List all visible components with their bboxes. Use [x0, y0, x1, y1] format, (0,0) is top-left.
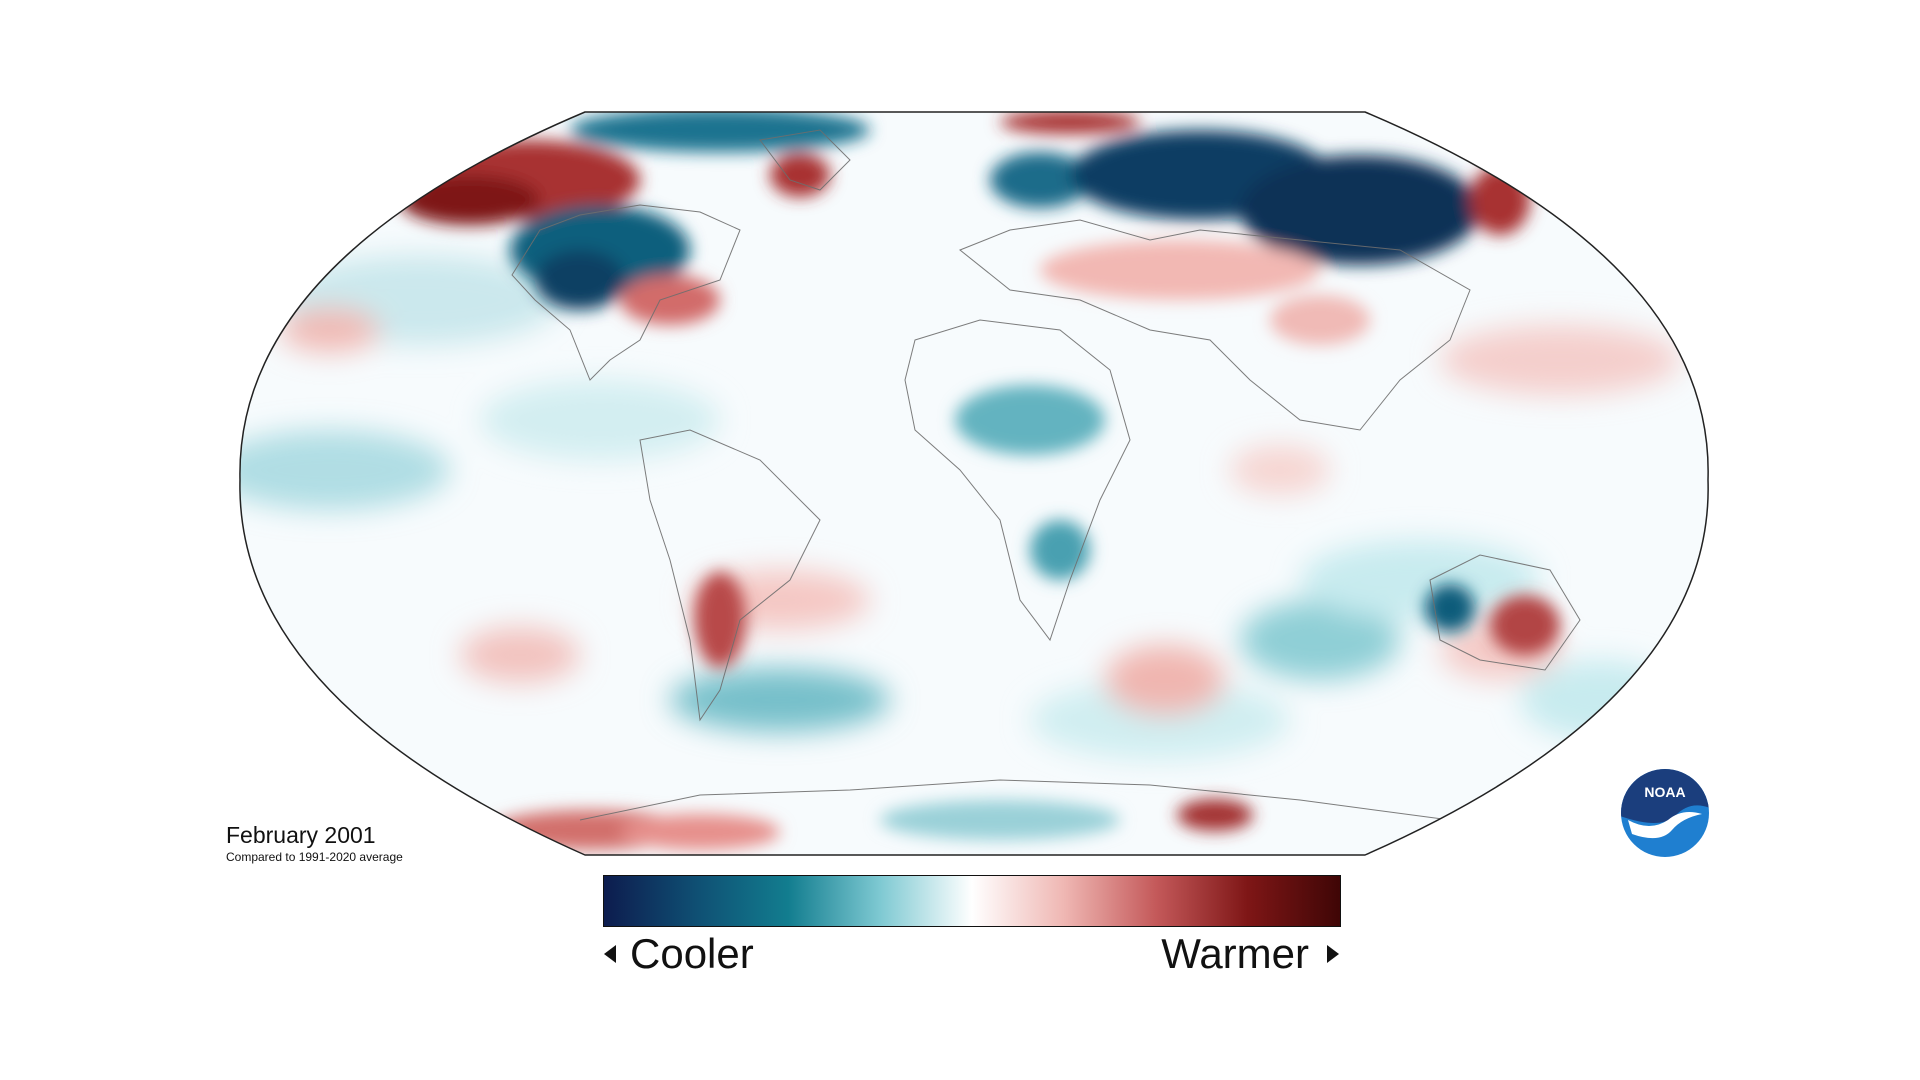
- right-arrow-icon: [1327, 945, 1339, 963]
- land-anomalies: [400, 112, 1560, 850]
- date-label: February 2001: [226, 822, 376, 848]
- warmer-label: Warmer: [1161, 930, 1309, 977]
- warmer-legend: Warmer: [1161, 930, 1339, 978]
- noaa-logo-icon: NOAA: [1621, 769, 1709, 857]
- map-outline: [239, 111, 1709, 856]
- color-scale-bar: [603, 875, 1341, 927]
- cooler-legend: Cooler: [604, 930, 754, 978]
- noaa-text: NOAA: [1644, 784, 1685, 800]
- cooler-label: Cooler: [630, 930, 754, 977]
- coastlines: [511, 129, 1581, 821]
- ocean-anomalies: [239, 255, 1680, 760]
- left-arrow-icon: [604, 945, 616, 963]
- anomaly-field: [239, 112, 1709, 855]
- comparison-label: Compared to 1991-2020 average: [226, 850, 403, 864]
